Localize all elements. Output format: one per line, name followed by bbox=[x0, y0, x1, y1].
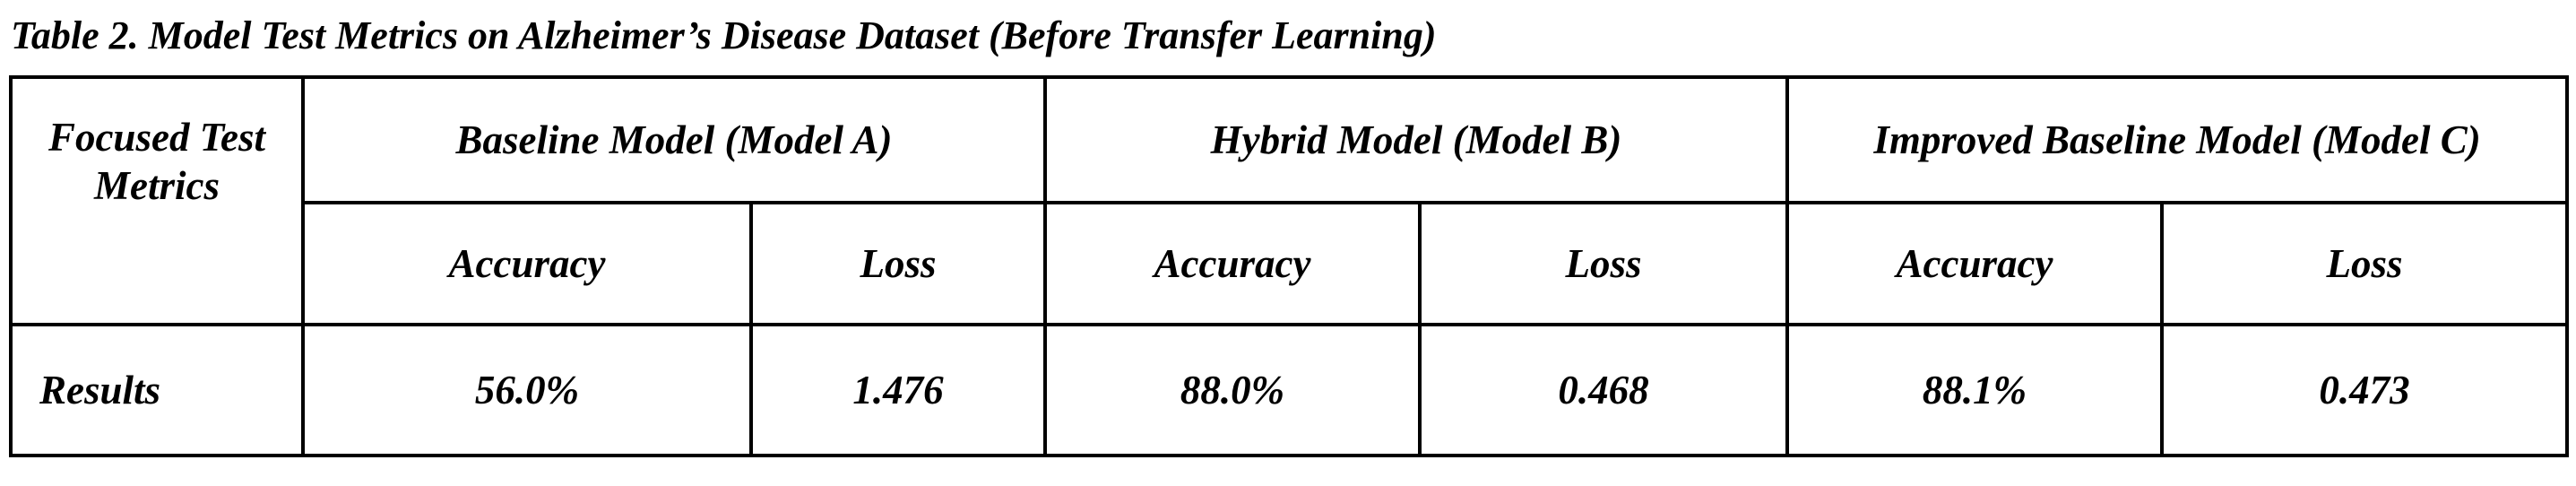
model-b-accuracy-value: 88.0% bbox=[1043, 323, 1422, 457]
model-c-accuracy-value: 88.1% bbox=[1785, 323, 2165, 457]
header-row-models: Focused Test Metrics Baseline Model (Mod… bbox=[9, 75, 2570, 326]
model-b-loss-header: Loss bbox=[1418, 201, 1790, 326]
model-c-loss-header: Loss bbox=[2160, 201, 2570, 326]
header-row-metrics: Accuracy Loss Accuracy Loss Accuracy Los… bbox=[11, 201, 2570, 326]
metrics-table: Focused Test Metrics Baseline Model (Mod… bbox=[9, 75, 2570, 457]
results-row-label: Results bbox=[9, 323, 305, 457]
model-a-loss-header: Loss bbox=[748, 201, 1048, 326]
table-caption: Table 2. Model Test Metrics on Alzheimer… bbox=[11, 13, 1437, 57]
model-c-header: Improved Baseline Model (Model C) bbox=[1785, 75, 2570, 204]
model-a-accuracy-value: 56.0% bbox=[301, 323, 753, 457]
model-a-loss-value: 1.476 bbox=[748, 323, 1048, 457]
model-a-accuracy-header: Accuracy bbox=[301, 201, 753, 326]
model-b-accuracy-header: Accuracy bbox=[1043, 201, 1422, 326]
model-c-accuracy-header: Accuracy bbox=[1785, 201, 2165, 326]
model-b-header: Hybrid Model (Model B) bbox=[1043, 75, 1790, 204]
corner-header-label: Focused Test Metrics bbox=[48, 115, 266, 208]
model-c-loss-value: 0.473 bbox=[2160, 323, 2570, 457]
results-row: Results 56.0% 1.476 88.0% 0.468 88.1% 0.… bbox=[9, 323, 2570, 457]
model-a-header: Baseline Model (Model A) bbox=[300, 75, 1048, 204]
corner-header-cell: Focused Test Metrics bbox=[9, 75, 305, 326]
model-b-loss-value: 0.468 bbox=[1418, 323, 1790, 457]
